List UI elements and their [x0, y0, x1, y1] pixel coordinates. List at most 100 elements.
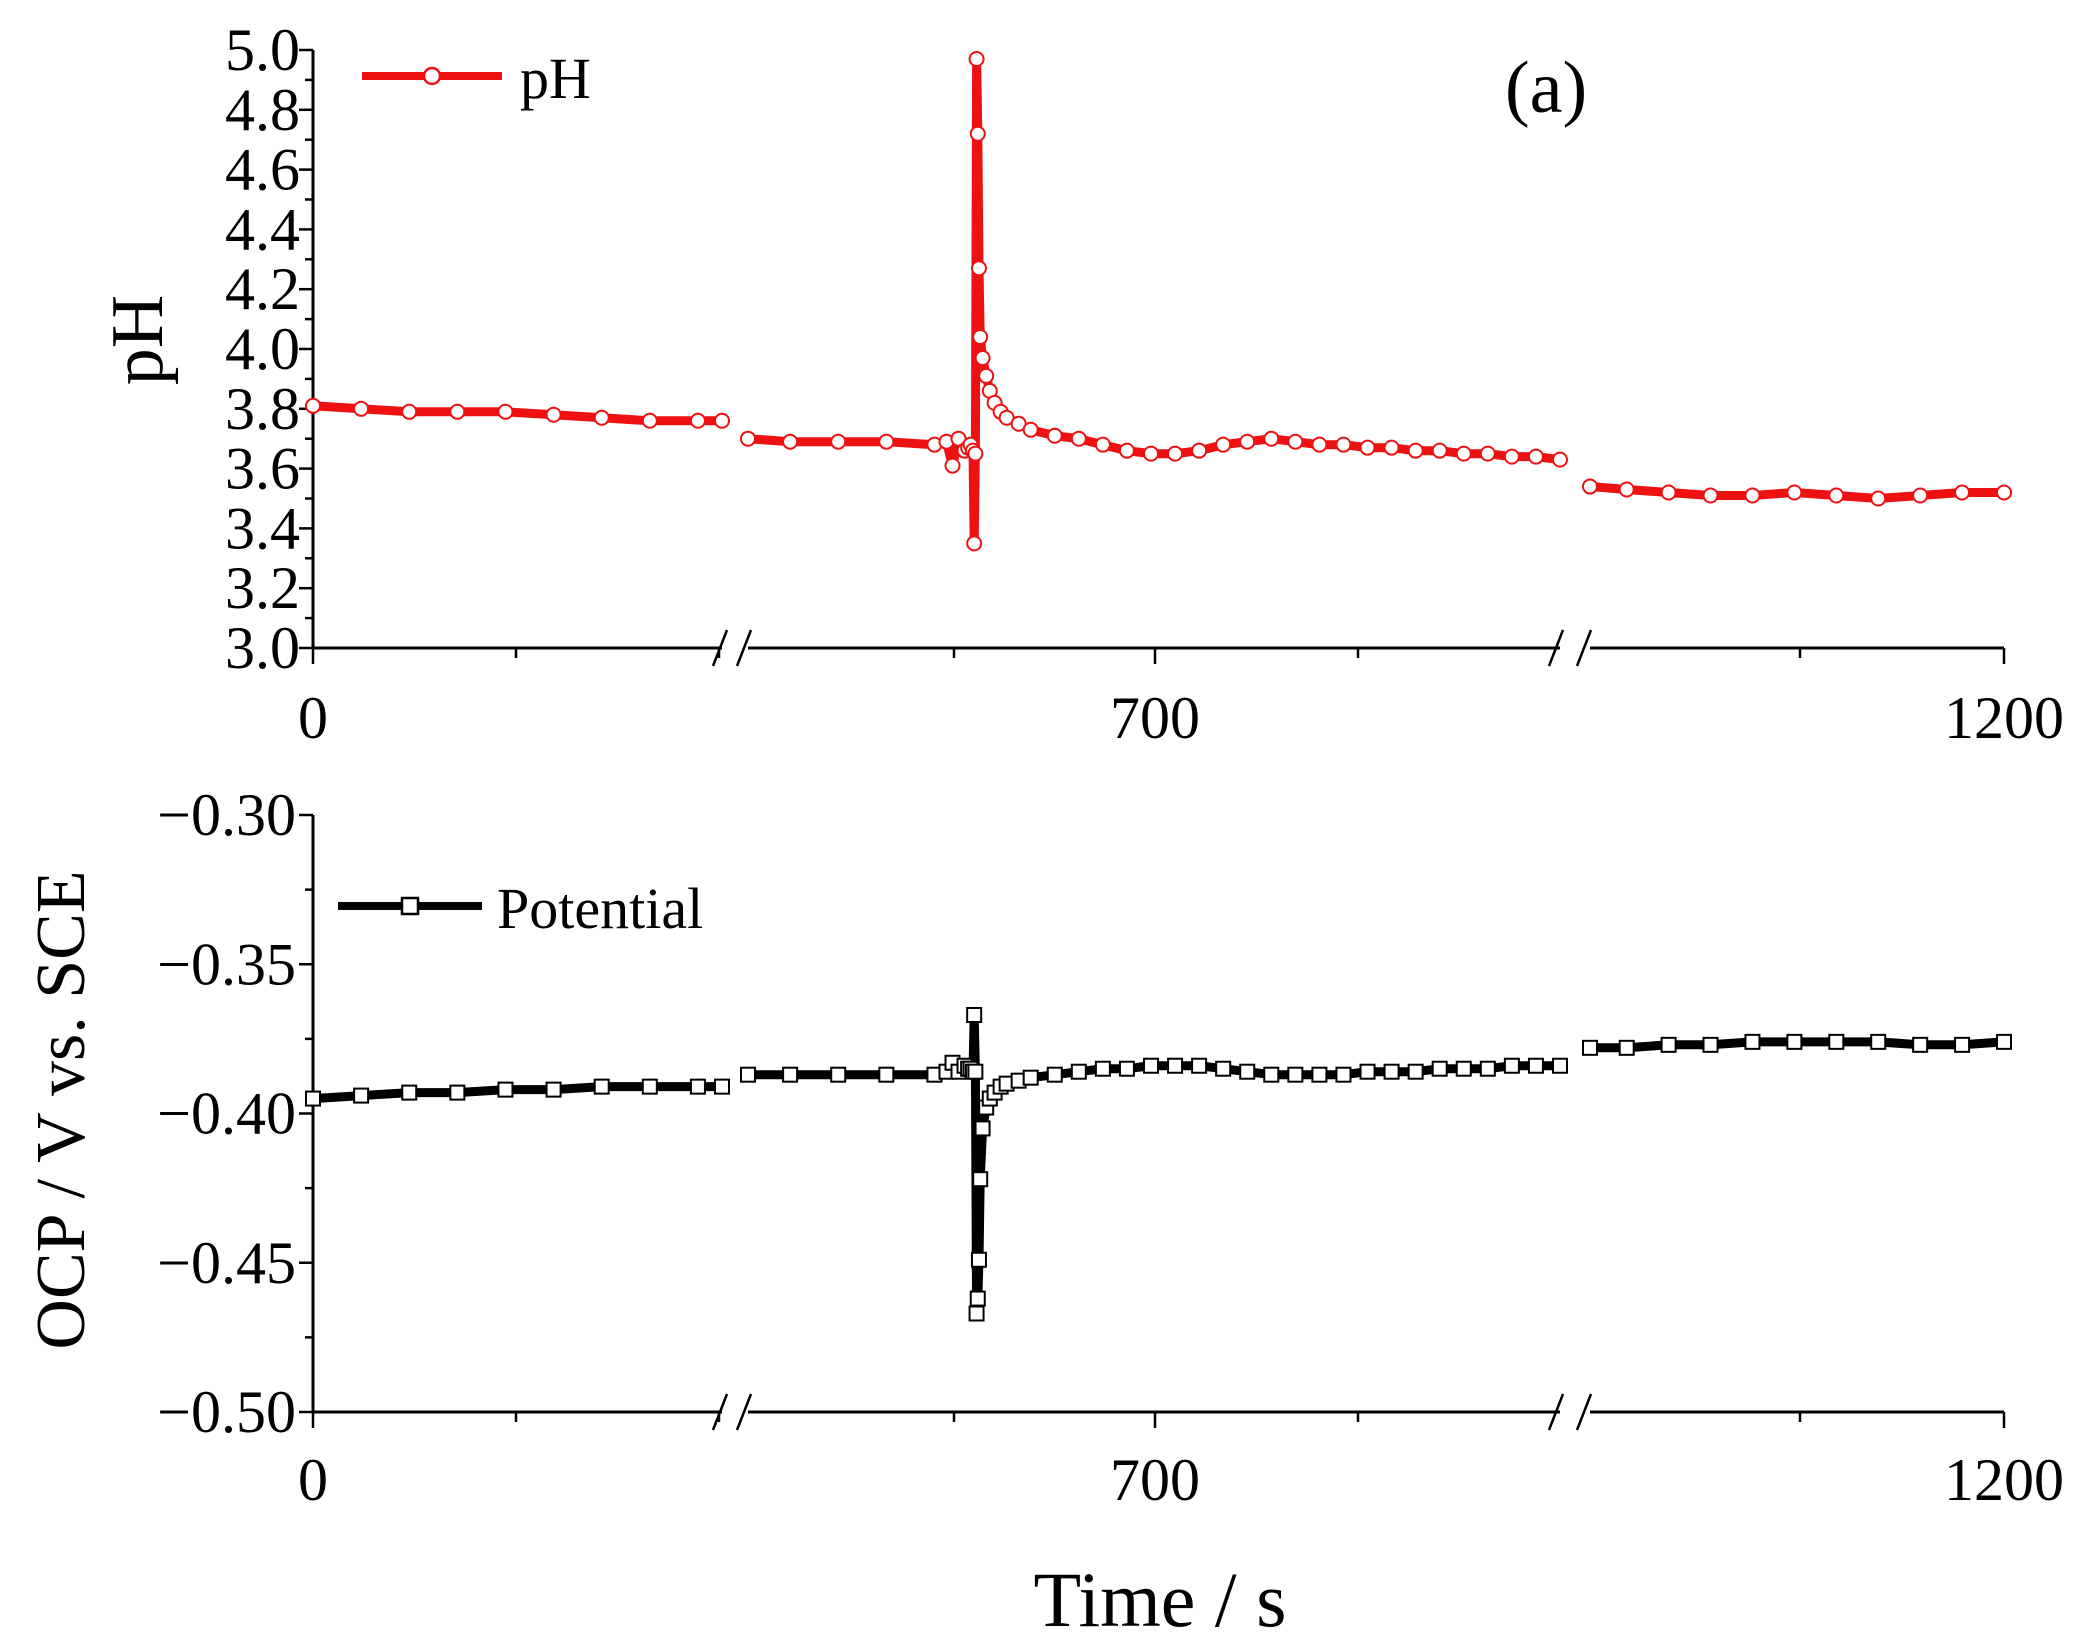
potential-panel-data-point — [1479, 1060, 1496, 1077]
potential-panel-axis-break-mark — [1547, 1393, 1565, 1431]
ph-panel-data-point — [974, 349, 991, 366]
ph-panel-data-point — [1455, 445, 1472, 462]
potential-panel-data-point — [1191, 1057, 1208, 1074]
potential-panel-data-point — [1660, 1036, 1677, 1053]
ph-panel-y-tick-label: 4.6 — [225, 137, 300, 203]
ph-panel-data-point — [1191, 442, 1208, 459]
potential-panel-data-point — [1527, 1057, 1544, 1074]
potential-panel-data-point — [966, 1006, 983, 1023]
ph-panel-data-point — [714, 412, 730, 429]
potential-panel-y-tick-label: −0.30 — [157, 782, 296, 848]
potential-panel-data-point — [830, 1066, 847, 1083]
ph-panel-x-tick-label: 700 — [1110, 685, 1200, 751]
ph-panel-data-point — [545, 406, 562, 423]
potential-panel-data-point — [782, 1066, 799, 1083]
ph-panel-axis-break-mark — [735, 629, 753, 667]
ph-panel-y-tick-label: 4.4 — [225, 196, 300, 262]
ph-panel-data-point — [1786, 484, 1803, 501]
ph-panel-y-tick-label: 3.2 — [225, 555, 300, 621]
potential-panel-data-point — [1022, 1069, 1039, 1086]
potential-panel-data-point — [970, 1251, 987, 1268]
potential-panel-x-tick-label: 700 — [1110, 1447, 1200, 1513]
ph-legend-marker — [422, 66, 442, 86]
ph-panel-data-point — [978, 367, 995, 384]
ph-panel-y-tick-label: 3.6 — [225, 436, 300, 502]
ph-panel-data-point — [740, 430, 756, 447]
ph-panel-data-point — [830, 433, 847, 450]
ph-panel-data-point — [593, 409, 610, 426]
potential-panel-data-point — [1070, 1063, 1087, 1080]
ph-panel-y-tick-label: 4.8 — [225, 77, 300, 143]
potential-panel-data-point — [967, 1063, 984, 1080]
ph-panel-data-point — [449, 403, 466, 420]
ph-panel-data-point — [1094, 436, 1111, 453]
ph-panel-data-point — [1383, 439, 1400, 456]
ph-panel-y-tick-label: 5.0 — [225, 17, 300, 83]
ph-panel-data-point — [1996, 484, 2012, 501]
potential-panel-data-point — [1455, 1060, 1472, 1077]
potential-panel-data-point — [1383, 1063, 1400, 1080]
ph-panel-data-point — [1828, 487, 1845, 504]
potential-panel-data-point — [1407, 1063, 1424, 1080]
potential-panel-data-point — [714, 1078, 730, 1095]
potential-panel-y-tick-label: −0.45 — [157, 1230, 296, 1296]
ph-panel-data-point — [970, 260, 987, 277]
ph-panel-data-point — [1744, 487, 1761, 504]
potential-panel-y-tick-label: −0.40 — [157, 1081, 296, 1147]
potential-panel-data-point — [1996, 1033, 2012, 1050]
x-axis-title: Time / s — [1034, 1556, 1287, 1643]
ph-panel-data-point — [1954, 484, 1971, 501]
potential-panel-data-point — [1094, 1060, 1111, 1077]
potential-panel-data-point — [641, 1078, 658, 1095]
potential-panel-data-point — [593, 1078, 610, 1095]
potential-legend: Potential — [338, 876, 703, 941]
potential-panel-data-point — [353, 1087, 370, 1104]
ph-legend: pH — [362, 46, 591, 111]
potential-legend-marker — [400, 896, 420, 916]
potential-panel-data-point — [1503, 1057, 1520, 1074]
ph-axis-title: pH — [97, 295, 179, 385]
ph-panel-series-line — [743, 54, 1565, 548]
ph-panel-data-point — [1582, 478, 1598, 495]
ph-panel-y-tick-label: 4.2 — [225, 256, 300, 322]
potential-panel-data-point — [1359, 1063, 1376, 1080]
ph-panel-data-point — [401, 403, 418, 420]
potential-panel-data-point — [401, 1084, 418, 1101]
potential-panel-data-point — [1167, 1057, 1184, 1074]
potential-panel-data-point — [1431, 1060, 1448, 1077]
potential-panel-data-point — [1287, 1066, 1304, 1083]
ph-panel-data-point — [689, 412, 706, 429]
ph-panel-data-point — [972, 329, 989, 346]
potential-panel-data-point — [1142, 1057, 1159, 1074]
ph-legend-label: pH — [520, 46, 591, 111]
potential-panel-data-point — [1215, 1060, 1232, 1077]
potential-panel-data-point — [1046, 1066, 1063, 1083]
potential-panel-data-point — [1263, 1066, 1280, 1083]
potential-panel-axis-break-mark — [735, 1393, 753, 1431]
ph-panel-data-point — [1142, 445, 1159, 462]
potential-panel-y-tick-label: −0.50 — [157, 1379, 296, 1445]
ph-panel-data-point — [1479, 445, 1496, 462]
ph-panel-data-point — [1503, 448, 1520, 465]
potential-panel-data-point — [1618, 1039, 1635, 1056]
ph-panel-y-tick-label: 3.4 — [225, 495, 300, 561]
ph-panel-data-point — [1215, 436, 1232, 453]
ph-panel-data-point — [641, 412, 658, 429]
ph-panel-data-point — [944, 457, 961, 474]
ph-panel-data-point — [497, 403, 514, 420]
ocp-axis-title: OCP / V vs. SCE — [23, 870, 100, 1349]
ph-panel-data-point — [878, 433, 895, 450]
potential-panel-data-point — [305, 1090, 321, 1107]
ph-panel-data-point — [1431, 442, 1448, 459]
ph-panel-data-point — [966, 535, 983, 552]
ph-panel-data-point — [782, 433, 799, 450]
ph-panel-data-point — [1552, 451, 1568, 468]
potential-panel-data-point — [1239, 1063, 1256, 1080]
ph-panel-data-point — [1702, 487, 1719, 504]
potential-panel-data-point — [1311, 1066, 1328, 1083]
potential-panel-data-point — [1912, 1036, 1929, 1053]
potential-panel-data-point — [972, 1171, 989, 1188]
ph-panel-data-point — [305, 397, 321, 414]
ph-panel-data-point — [1660, 484, 1677, 501]
